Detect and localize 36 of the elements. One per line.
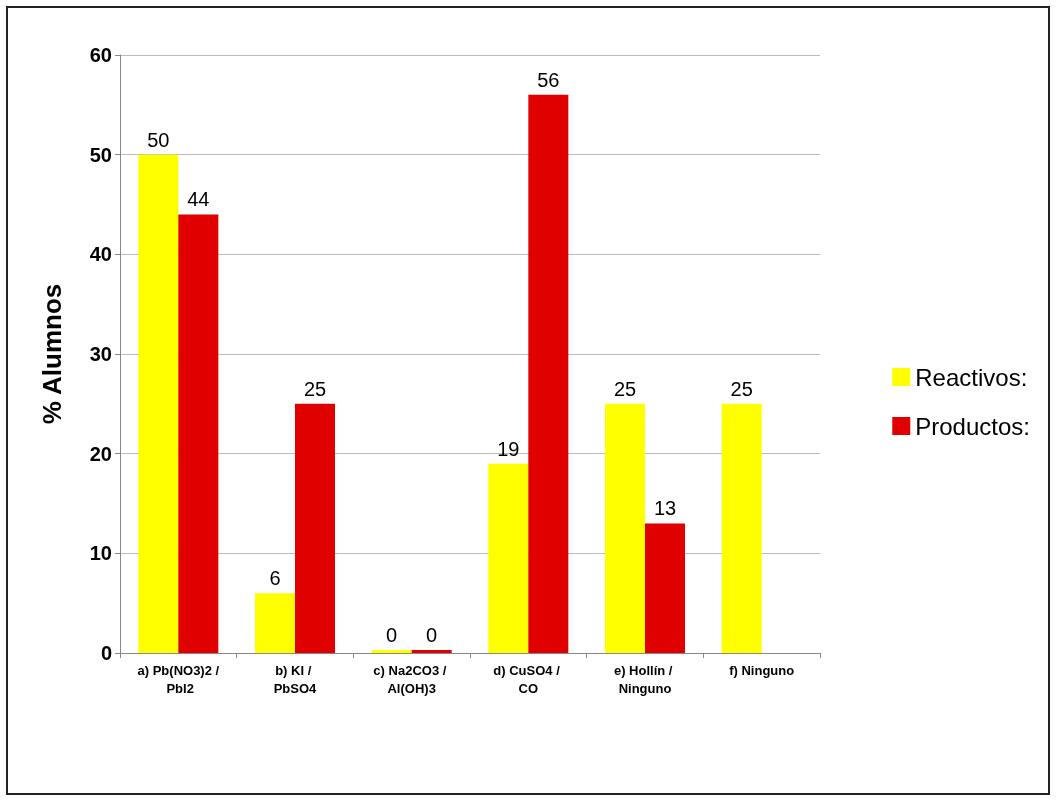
data-label: 44	[187, 188, 210, 211]
bar	[721, 403, 762, 653]
x-tick-label: c) Na2CO3 / Al(OH)3	[373, 662, 450, 696]
x-tick-label: e) Hollín / Ninguno	[613, 662, 677, 696]
data-label: 13	[653, 497, 677, 520]
bar	[645, 523, 685, 653]
y-tick-label: 20	[89, 442, 112, 465]
x-tick-label: a) Pb(NO3)2 / PbI2	[137, 662, 220, 696]
y-tick-label: 10	[89, 542, 112, 565]
data-label: 25	[730, 377, 753, 400]
x-tick-label: b) KI / PbSO4	[273, 662, 318, 696]
bar	[138, 154, 179, 653]
data-label: 0	[426, 624, 438, 646]
data-label: 0	[386, 624, 398, 646]
data-label: 19	[497, 437, 520, 460]
data-label: 56	[537, 68, 560, 91]
y-tick-label: 60	[89, 44, 112, 66]
legend-label: Productos:	[915, 412, 1031, 440]
bar	[488, 463, 529, 653]
bar	[528, 94, 569, 653]
y-tick-label: 40	[89, 243, 112, 266]
bar	[178, 214, 219, 653]
x-tick-label: f) Ninguno	[729, 662, 795, 678]
legend-label: Reactivos:	[915, 363, 1028, 391]
data-label: 50	[147, 128, 170, 151]
data-label: 25	[303, 377, 327, 400]
bar	[295, 403, 335, 653]
y-tick-label: 50	[89, 143, 112, 166]
x-tick-label: d) CuSO4 / CO	[493, 662, 564, 696]
bar	[255, 593, 295, 653]
data-label: 6	[269, 567, 281, 590]
bar	[605, 403, 645, 653]
y-axis-title: % Alumnos	[37, 283, 67, 425]
y-tick-label: 30	[89, 343, 112, 365]
data-label: 25	[613, 377, 637, 400]
y-tick-label: 0	[100, 642, 112, 664]
